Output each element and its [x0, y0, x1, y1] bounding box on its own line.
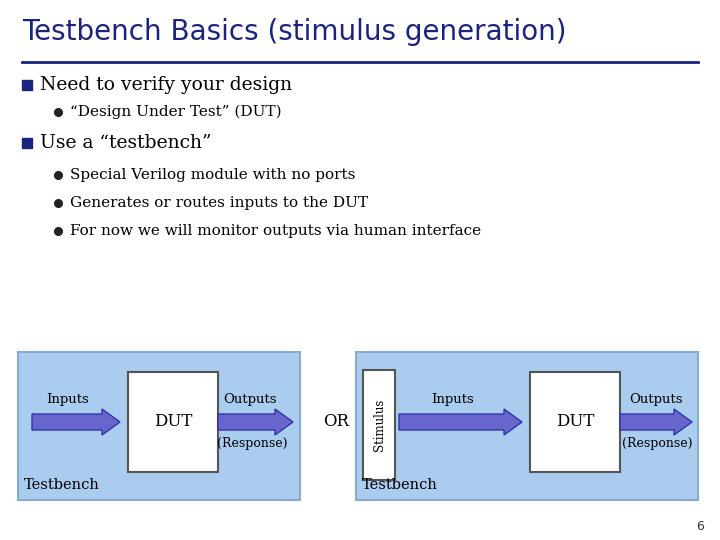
Text: (Response): (Response)	[217, 437, 287, 450]
Polygon shape	[22, 80, 32, 90]
Text: 6: 6	[696, 520, 704, 533]
FancyArrow shape	[32, 409, 120, 435]
Text: DUT: DUT	[154, 414, 192, 430]
FancyArrow shape	[620, 409, 692, 435]
Text: Outputs: Outputs	[223, 394, 276, 407]
Text: Testbench Basics (stimulus generation): Testbench Basics (stimulus generation)	[22, 18, 567, 46]
Text: Use a “testbench”: Use a “testbench”	[40, 134, 212, 152]
Text: Inputs: Inputs	[47, 394, 89, 407]
FancyBboxPatch shape	[363, 370, 395, 480]
Text: (Response): (Response)	[622, 437, 692, 450]
Text: Special Verilog module with no ports: Special Verilog module with no ports	[70, 168, 356, 182]
Text: DUT: DUT	[556, 414, 594, 430]
Text: Stimulus: Stimulus	[372, 399, 385, 451]
Text: Testbench: Testbench	[24, 478, 100, 492]
Text: “Design Under Test” (DUT): “Design Under Test” (DUT)	[70, 105, 282, 119]
Polygon shape	[22, 138, 32, 148]
Text: OR: OR	[323, 414, 349, 430]
Text: Inputs: Inputs	[431, 394, 474, 407]
FancyArrow shape	[218, 409, 293, 435]
FancyBboxPatch shape	[128, 372, 218, 472]
FancyArrow shape	[399, 409, 522, 435]
Text: For now we will monitor outputs via human interface: For now we will monitor outputs via huma…	[70, 224, 481, 238]
Text: Testbench: Testbench	[362, 478, 438, 492]
FancyBboxPatch shape	[18, 352, 300, 500]
FancyBboxPatch shape	[356, 352, 698, 500]
FancyBboxPatch shape	[530, 372, 620, 472]
Text: Generates or routes inputs to the DUT: Generates or routes inputs to the DUT	[70, 196, 368, 210]
Text: Outputs: Outputs	[629, 394, 683, 407]
Text: Need to verify your design: Need to verify your design	[40, 76, 292, 94]
